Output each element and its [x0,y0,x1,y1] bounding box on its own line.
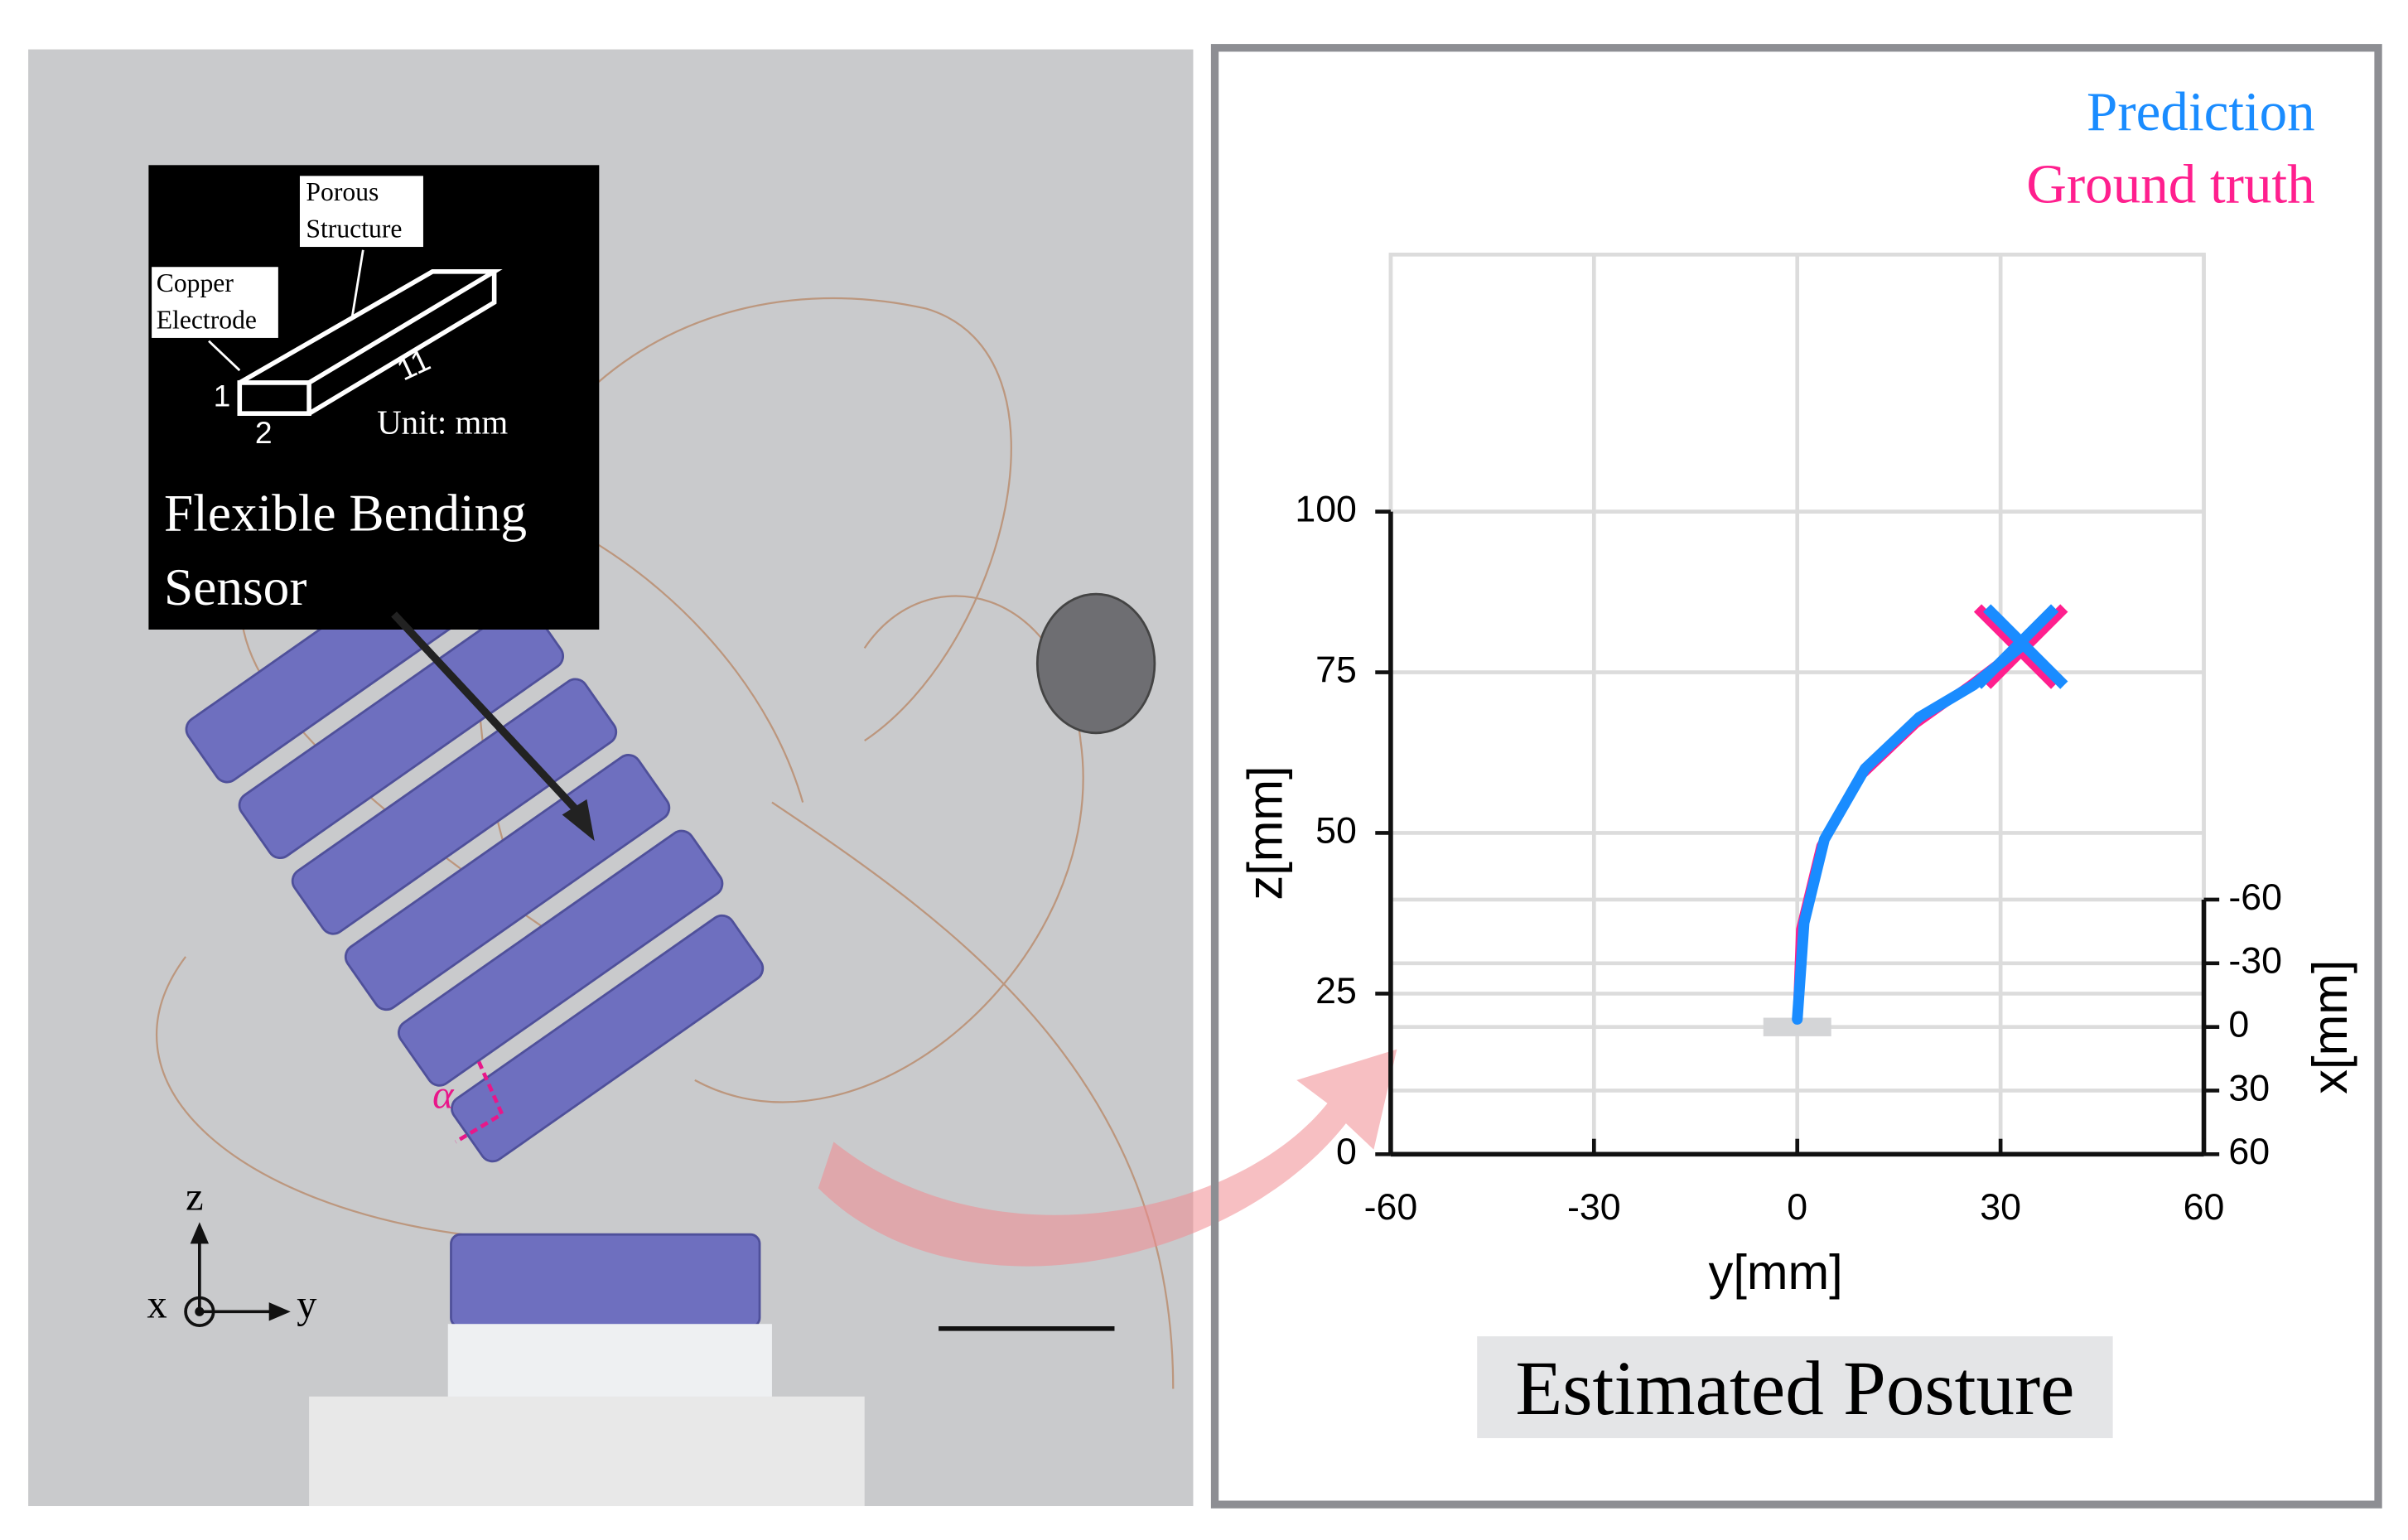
electrode-label: Copper [157,268,234,297]
series-line [1792,641,2027,1025]
y-tick-label: 75 [1315,649,1357,690]
y2-tick-label: -60 [2228,877,2282,918]
caption-box [1477,1336,2113,1439]
x-tick-label: 30 [1980,1187,2021,1228]
photo-panel: Porous Structure Copper Electrode 1 2 11… [28,49,1194,1507]
x-tick-label: 0 [1787,1187,1807,1228]
y-tick-label: 25 [1315,971,1357,1011]
dimension-label: 2 [255,415,273,450]
unit-label: Unit: mm [377,403,508,442]
axis-letter: z [186,1175,204,1219]
y2-tick-label: 60 [2228,1132,2270,1172]
y-tick-label: 50 [1315,810,1357,851]
chart-frame [1210,44,2382,1509]
y-tick-label: 100 [1295,489,1357,529]
y2-tick-label: 0 [2228,1004,2249,1045]
dimension-label: 1 [214,378,231,413]
y-tick-label: 0 [1336,1132,1357,1172]
y2-tick-label: 30 [2228,1068,2270,1108]
base-marker [1763,1017,1831,1036]
transition-arrow [818,1049,1397,1267]
robot-mount [309,1396,865,1507]
inset-title: Sensor [164,558,306,616]
coord-axes [184,1234,278,1327]
pointer [208,340,241,372]
porous-label: Structure [306,215,402,244]
x-axis-label: y[mm] [1709,1244,1843,1300]
electrode-label: Electrode [157,306,257,335]
y2-axis-label: x[mm] [2302,960,2357,1094]
axis-letter: x [147,1283,167,1327]
angle-marker [454,1060,504,1144]
robot-base [447,1324,772,1402]
angle-label: α [432,1073,455,1117]
porous-label-box [299,176,423,248]
plot: -60 -30 0 30 60 0 25 50 75 100 -60 -30 0 30 60 y[mm] z[m… [1237,80,2357,1300]
pointer [350,249,364,317]
coord-origin [195,1306,205,1316]
porous-label: Porous [306,177,379,206]
legend-entry: Prediction [2087,80,2315,142]
inset-arrow [391,611,587,821]
sensor-drawing [237,269,503,417]
coord-arrowheads [190,1222,291,1321]
end-marker [1973,604,2068,689]
x-tick-label: -60 [1364,1187,1418,1228]
x-tick-label: -30 [1567,1187,1621,1228]
electrode-label-box [152,267,278,338]
y-axis-label: z[mm] [1237,765,1292,900]
caption: Estimated Posture [1515,1346,2074,1431]
x-tick-label: 60 [2184,1187,2225,1228]
inset-arrowhead [562,799,595,842]
inset-title: Flexible Bending [164,484,527,542]
axis-letter: y [297,1283,317,1327]
y2-tick-label: -30 [2228,941,2282,982]
legend-entry: Ground truth [2026,153,2314,215]
